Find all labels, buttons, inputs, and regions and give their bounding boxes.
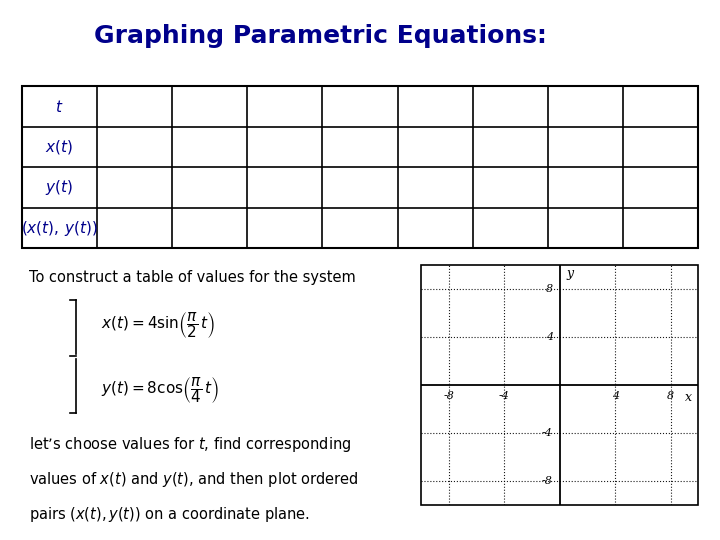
Text: -8: -8 (542, 476, 553, 486)
Text: -8: -8 (444, 391, 454, 401)
Text: Graphing Parametric Equations:: Graphing Parametric Equations: (94, 24, 546, 48)
Text: To construct a table of values for the system: To construct a table of values for the s… (29, 270, 356, 285)
Text: let’s choose values for $t$, find corresponding: let’s choose values for $t$, find corres… (29, 435, 351, 454)
Text: $x(t)$: $x(t)$ (45, 138, 73, 156)
Text: values of $x(t)$ and $y(t)$, and then plot ordered: values of $x(t)$ and $y(t)$, and then pl… (29, 470, 359, 489)
Text: pairs $(x(t), y(t))$ on a coordinate plane.: pairs $(x(t), y(t))$ on a coordinate pla… (29, 505, 310, 524)
Text: $t$: $t$ (55, 99, 63, 114)
Text: $y(t) = 8\cos\!\left(\dfrac{\pi}{4}\,t\right)$: $y(t) = 8\cos\!\left(\dfrac{\pi}{4}\,t\r… (101, 375, 219, 406)
Text: y: y (567, 267, 574, 280)
Text: $(x(t),\, y(t))$: $(x(t),\, y(t))$ (21, 219, 97, 238)
Text: $y(t)$: $y(t)$ (45, 178, 73, 197)
Bar (421, 265, 698, 505)
Text: -4: -4 (542, 428, 553, 438)
Text: x: x (685, 391, 691, 404)
Text: 4: 4 (546, 332, 553, 342)
Text: 8: 8 (546, 284, 553, 294)
Text: 4: 4 (612, 391, 618, 401)
Text: $x(t) = 4\sin\!\left(\dfrac{\pi}{2}\,t\right)$: $x(t) = 4\sin\!\left(\dfrac{\pi}{2}\,t\r… (101, 310, 215, 341)
Text: -4: -4 (499, 391, 510, 401)
Text: 8: 8 (667, 391, 674, 401)
